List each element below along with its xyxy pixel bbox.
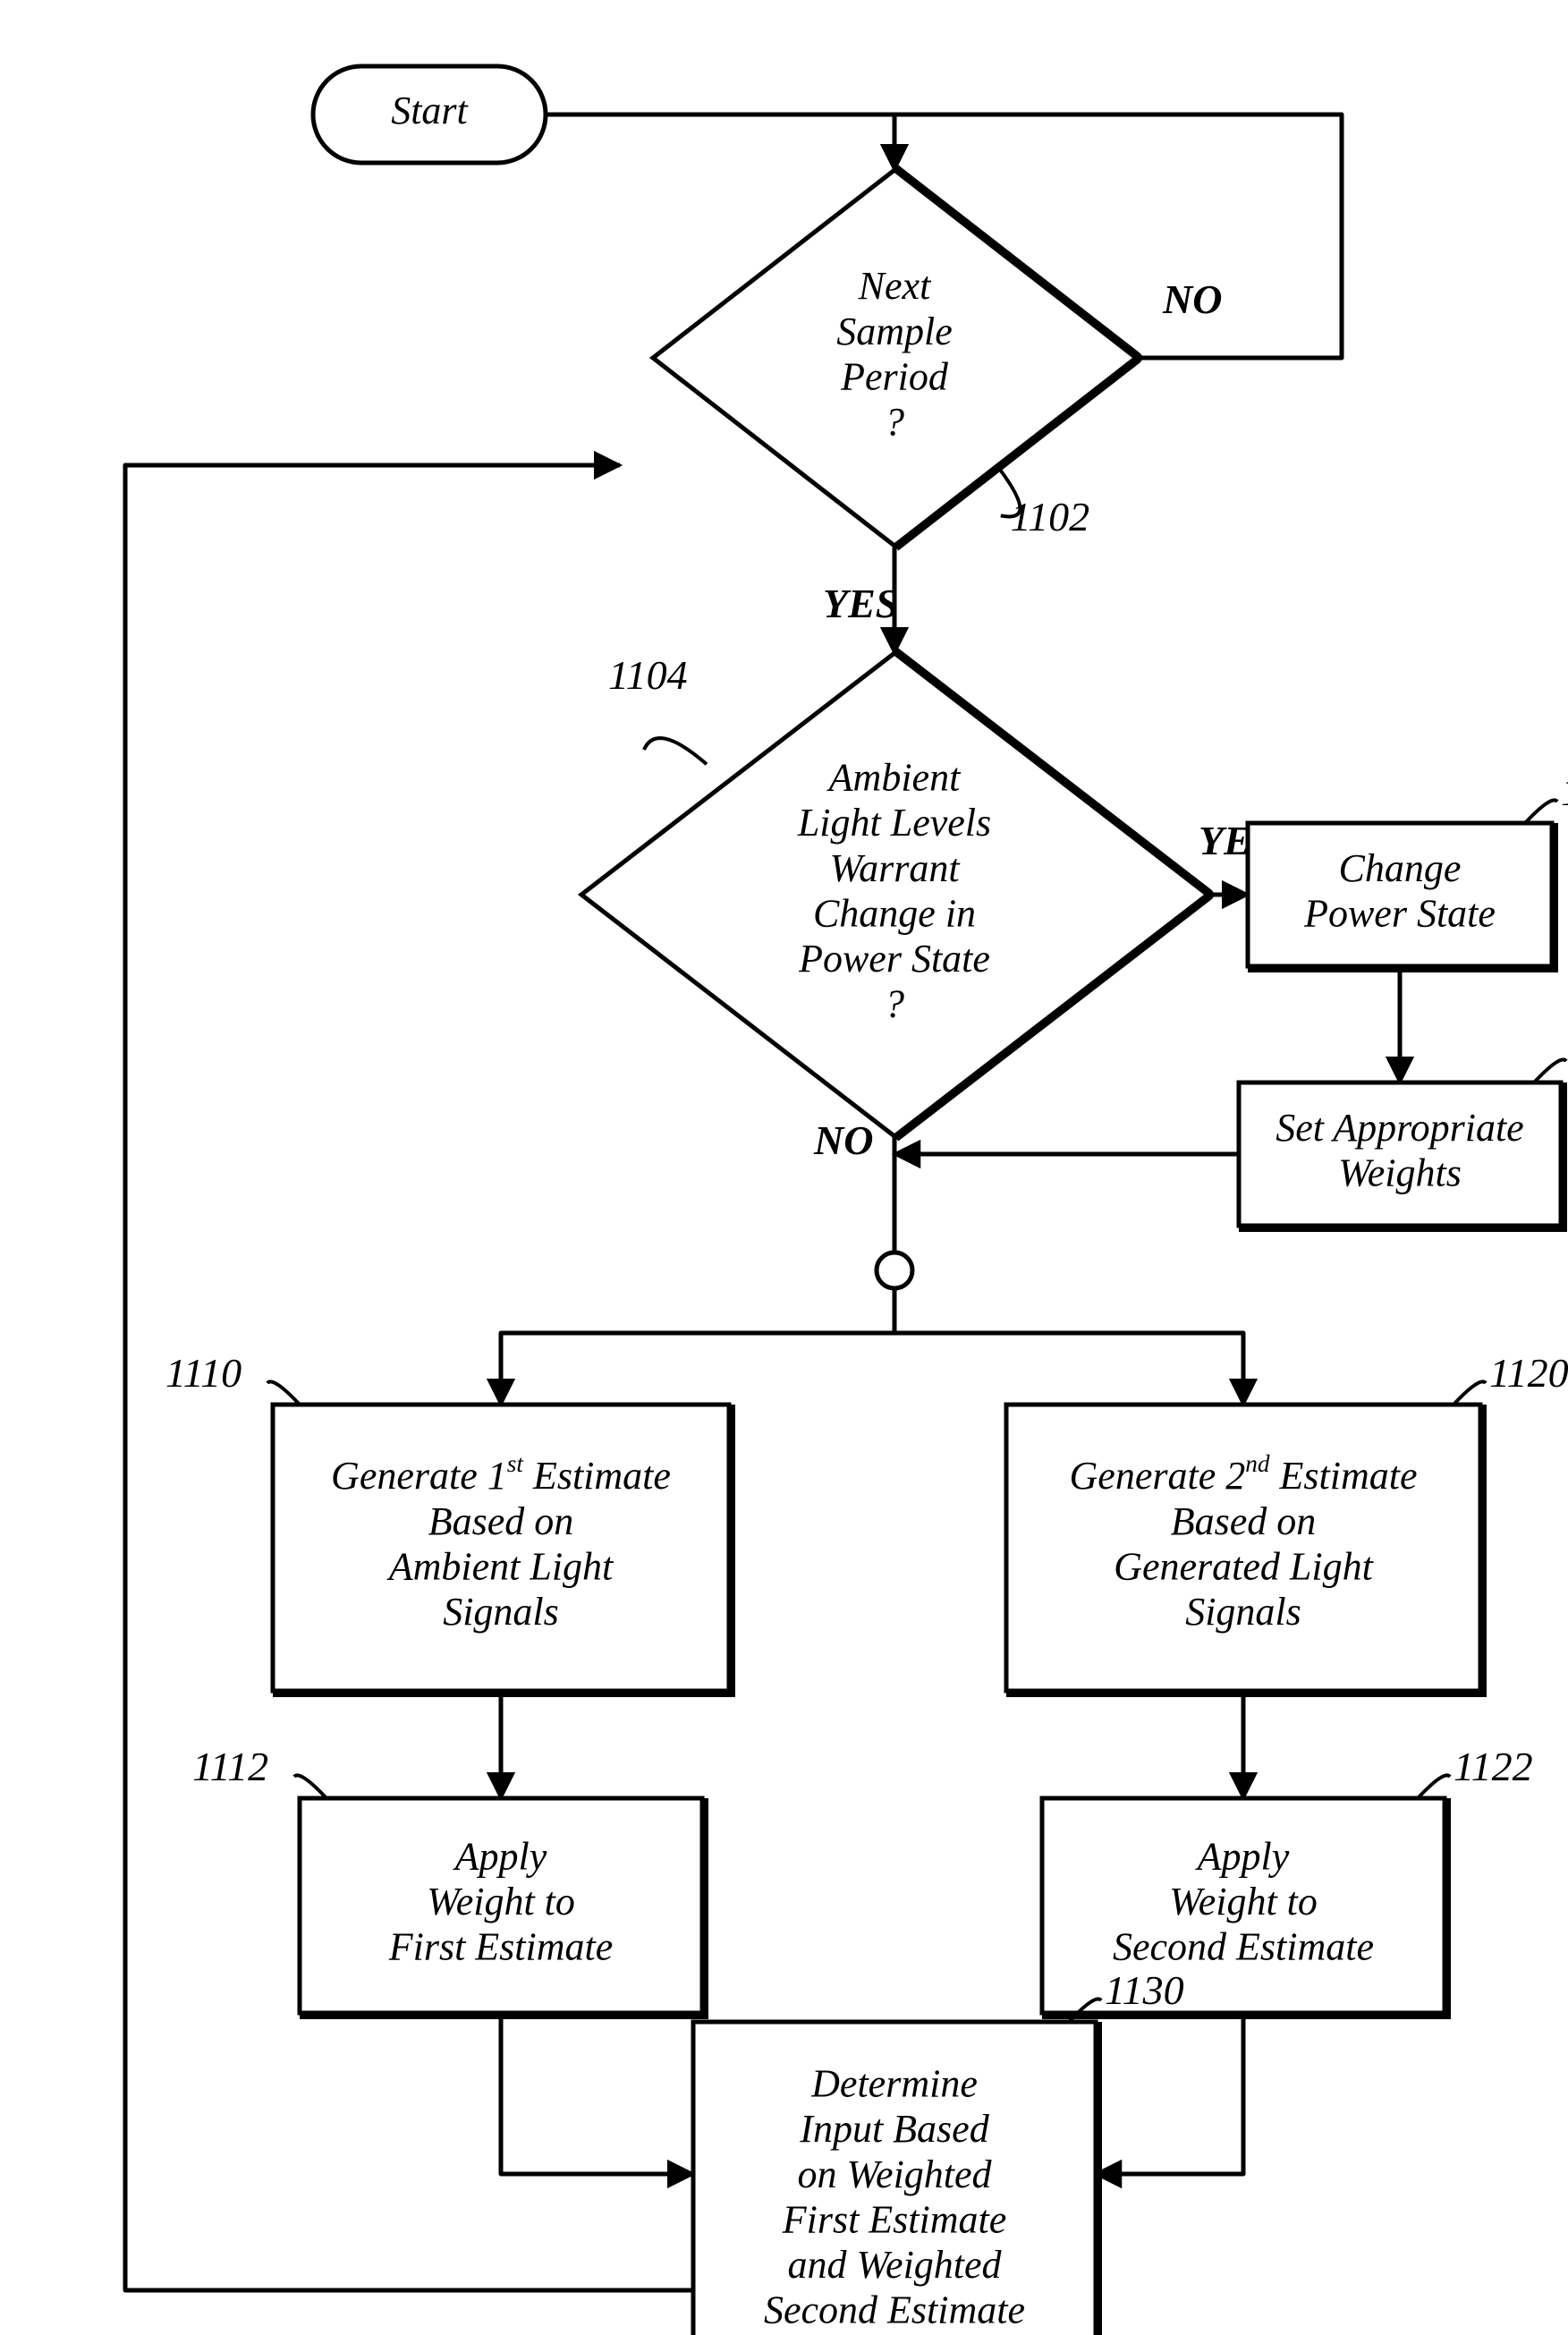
ref-hook xyxy=(1534,1059,1566,1083)
e-d1102-no-label: NO xyxy=(1162,276,1222,322)
node-text: Apply xyxy=(453,1834,547,1878)
e-1122-1130 xyxy=(1096,2013,1243,2174)
ref-hook xyxy=(267,1381,300,1405)
flowchart-canvas: NOYESYESNOStartNextSamplePeriod?1102Ambi… xyxy=(0,0,1568,2335)
node-text: Power State xyxy=(798,937,990,981)
ref-hook xyxy=(1454,1381,1486,1405)
node-text: Signals xyxy=(443,1590,559,1634)
node-text: Sample xyxy=(836,310,953,353)
node-text: Weights xyxy=(1338,1151,1462,1194)
e-junc-right xyxy=(894,1288,1243,1405)
ref-label-1130: 1130 xyxy=(1105,1967,1184,2013)
node-text: Second Estimate xyxy=(764,2288,1025,2332)
node-text: Power State xyxy=(1303,891,1496,935)
node-text: Determine xyxy=(810,2062,978,2106)
ref-label-1102: 1102 xyxy=(1011,494,1090,539)
node-text: Generate 2nd Estimate xyxy=(1070,1450,1418,1498)
ref-hook xyxy=(294,1775,326,1798)
e-d1102-yes-label: YES xyxy=(823,581,898,626)
ref-label-1120: 1120 xyxy=(1489,1350,1568,1396)
node-text: Based on xyxy=(428,1499,574,1543)
ref-label-1104: 1104 xyxy=(608,652,688,698)
node-text: First Estimate xyxy=(782,2197,1007,2241)
node-text: Ambient xyxy=(826,756,962,800)
ref-label-1112: 1112 xyxy=(192,1744,268,1789)
node-text: Input Based xyxy=(799,2107,989,2151)
node-text: First Estimate xyxy=(388,1925,614,1969)
node-text: Change in xyxy=(813,891,976,935)
ref-label-1122: 1122 xyxy=(1454,1744,1533,1789)
node-text: Start xyxy=(391,89,469,132)
node-text: Change xyxy=(1339,846,1462,890)
node-text: ? xyxy=(885,400,904,444)
node-text: Warrant xyxy=(829,846,961,890)
ref-hook xyxy=(644,738,707,764)
ref-label-1110: 1110 xyxy=(165,1350,242,1396)
ref-label-1106: 1106 xyxy=(1561,768,1568,814)
node-text: Set Appropriate xyxy=(1276,1106,1523,1150)
node-text: Next xyxy=(858,264,932,308)
node-text: Second Estimate xyxy=(1113,1925,1374,1969)
node-text: Light Levels xyxy=(797,801,991,845)
e-start-d1102 xyxy=(546,115,894,170)
node-text: Period xyxy=(840,354,949,398)
node-text: and Weighted xyxy=(787,2243,1002,2287)
e-junc-left xyxy=(501,1288,894,1405)
node-text: on Weighted xyxy=(797,2152,992,2196)
e-1112-1130 xyxy=(501,2013,693,2174)
node-text: Generated Light xyxy=(1114,1544,1374,1588)
node-text: Generate 1st Estimate xyxy=(331,1450,671,1498)
node-junction xyxy=(877,1252,912,1288)
node-text: Signals xyxy=(1185,1590,1301,1634)
node-text: ? xyxy=(885,982,904,1026)
ref-hook xyxy=(1418,1775,1450,1798)
ref-hook xyxy=(1525,800,1557,823)
node-text: Weight to xyxy=(427,1880,575,1923)
node-text: Weight to xyxy=(1169,1880,1318,1923)
node-text: Apply xyxy=(1195,1834,1290,1878)
node-text: Based on xyxy=(1171,1499,1317,1543)
node-text: Ambient Light xyxy=(386,1544,614,1588)
e-d1104-no-label: NO xyxy=(813,1117,873,1163)
